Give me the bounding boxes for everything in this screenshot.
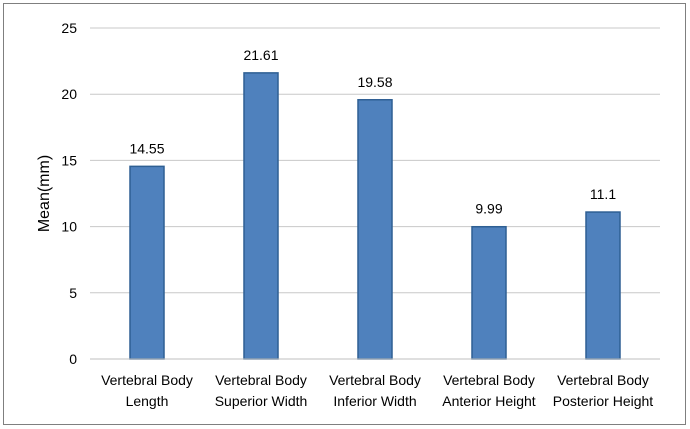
y-tick-label: 5 [69,285,77,301]
bars [129,72,621,360]
data-label: 9.99 [475,201,502,217]
y-tick-label: 25 [61,20,77,36]
y-tick-label: 15 [61,152,77,168]
bar [471,225,507,360]
bar [129,165,165,360]
data-label: 14.55 [129,140,164,156]
bar [357,99,393,360]
data-labels: 14.55 21.61 19.58 9.99 11.1 [129,47,616,217]
x-category-label: Vertebral Body [101,372,193,388]
data-label: 11.1 [590,186,616,202]
data-label: 21.61 [243,47,278,63]
x-category-label: Vertebral Body [329,372,421,388]
x-category-label: Vertebral Body [215,372,307,388]
chart-frame [3,3,686,425]
y-tick-label: 10 [61,219,77,235]
x-category-label: Inferior Width [333,393,416,409]
x-category-label: Anterior Height [442,393,535,409]
y-axis-title: Mean(mm) [36,155,53,232]
x-category-label: Vertebral Body [443,372,535,388]
y-tick-label: 20 [61,86,77,102]
y-axis-ticks: 0 5 10 15 20 25 [61,20,77,367]
x-axis-categories: Vertebral Body Length Vertebral Body Superi… [101,372,653,409]
bar [585,211,621,360]
bar [243,72,279,360]
x-category-label: Posterior Height [553,393,653,409]
data-label: 19.58 [357,74,392,90]
x-category-label: Vertebral Body [557,372,649,388]
y-tick-label: 0 [69,351,77,367]
x-category-label: Superior Width [215,393,308,409]
x-category-label: Length [126,393,169,409]
